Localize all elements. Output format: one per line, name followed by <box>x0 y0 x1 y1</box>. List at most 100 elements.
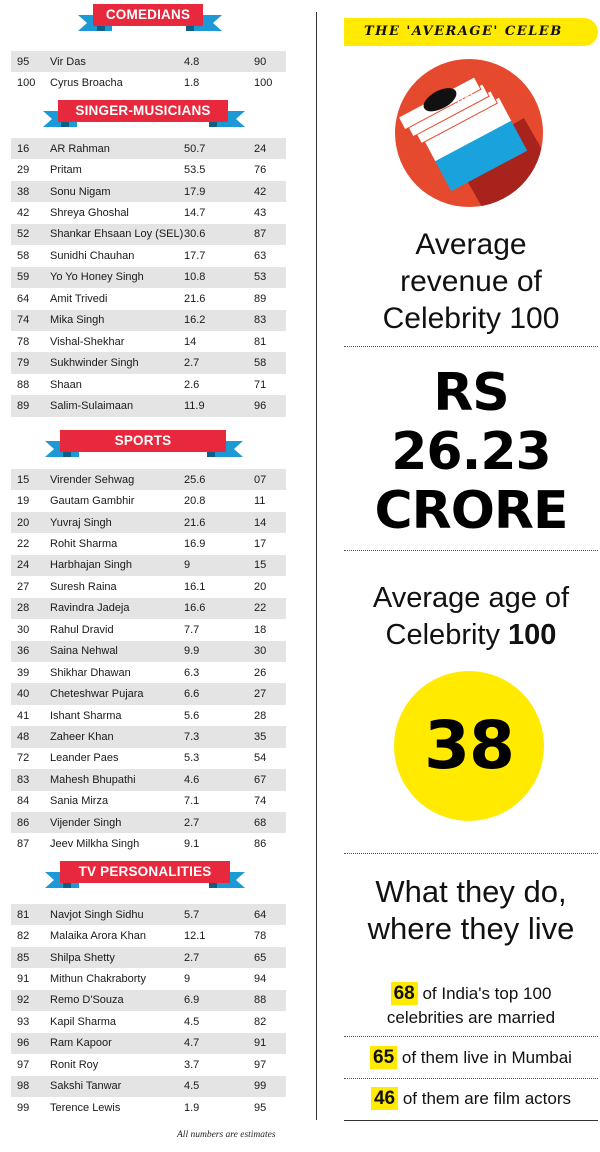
revenue-rank-cell: 54 <box>254 747 286 770</box>
name-cell: Jeev Milkha Singh <box>50 833 184 855</box>
name-cell: Mahesh Bhupathi <box>50 769 184 791</box>
age-label: Average age of Celebrity 100 <box>372 582 570 651</box>
footnote: All numbers are estimates <box>177 1130 276 1140</box>
value-cell: 2.7 <box>184 812 254 834</box>
rank-cell: 87 <box>11 833 50 855</box>
revenue-rank-cell: 53 <box>254 266 286 289</box>
rank-cell: 72 <box>11 747 50 770</box>
section-table: 15 Virender Sehwag 25.6 07 19 Gautam Gambhir 2… <box>11 469 286 855</box>
name-cell: Zaheer Khan <box>50 726 184 748</box>
table-row: 29 Pritam 53.5 76 <box>11 159 286 181</box>
revenue-rank-cell: 88 <box>254 989 286 1012</box>
value-cell: 2.7 <box>184 352 254 374</box>
table-row: 59 Yo Yo Honey Singh 10.8 53 <box>11 266 286 289</box>
rank-cell: 86 <box>11 812 50 834</box>
revenue-rank-cell: 64 <box>254 904 286 926</box>
value-cell: 4.5 <box>184 1011 254 1033</box>
table-row: 16 AR Rahman 50.7 24 <box>11 138 286 160</box>
name-cell: Vir Das <box>50 51 184 73</box>
name-cell: Cyrus Broacha <box>50 72 184 94</box>
rank-cell: 100 <box>11 72 50 94</box>
rank-cell: 59 <box>11 266 50 289</box>
value-cell: 14 <box>184 330 254 353</box>
rank-cell: 27 <box>11 576 50 598</box>
money-note-icon: 100 <box>395 59 543 207</box>
table-row: 99 Terence Lewis 1.9 95 <box>11 1096 286 1119</box>
value-cell: 53.5 <box>184 159 254 181</box>
rank-cell: 99 <box>11 1096 50 1119</box>
value-cell: 17.7 <box>184 245 254 267</box>
name-cell: Rahul Dravid <box>50 619 184 641</box>
section-tv-personalities: TV PERSONALITIES 81 Navjot Singh Sidhu 5.7… <box>11 857 286 1119</box>
revenue-rank-cell: 74 <box>254 790 286 812</box>
name-cell: Shaan <box>50 373 184 396</box>
section-banner: SPORTS <box>11 426 286 470</box>
separator <box>344 1078 598 1079</box>
table-row: 97 Ronit Roy 3.7 97 <box>11 1054 286 1076</box>
value-cell: 7.3 <box>184 726 254 748</box>
table-row: 52 Shankar Ehsaan Loy (SEL) 30.6 87 <box>11 223 286 246</box>
name-cell: Shreya Ghoshal <box>50 202 184 224</box>
rank-cell: 79 <box>11 352 50 374</box>
name-cell: Shikhar Dhawan <box>50 661 184 684</box>
value-cell: 16.6 <box>184 597 254 620</box>
table-row: 20 Yuvraj Singh 21.6 14 <box>11 511 286 534</box>
stat-film-actors: 46 of them are film actors <box>344 1087 598 1111</box>
name-cell: Suresh Raina <box>50 576 184 598</box>
value-cell: 14.7 <box>184 202 254 224</box>
table-row: 36 Saina Nehwal 9.9 30 <box>11 640 286 662</box>
value-cell: 4.6 <box>184 769 254 791</box>
value-cell: 6.6 <box>184 683 254 705</box>
name-cell: Vishal-Shekhar <box>50 330 184 353</box>
section-comedians: COMEDIANS 95 Vir Das 4.8 90 100 Cyrus Broacha… <box>11 0 286 96</box>
revenue-rank-cell: 76 <box>254 159 286 181</box>
rank-cell: 19 <box>11 490 50 512</box>
value-cell: 4.8 <box>184 51 254 73</box>
value-cell: 4.5 <box>184 1075 254 1097</box>
revenue-rank-cell: 24 <box>254 138 286 160</box>
revenue-rank-cell: 99 <box>254 1075 286 1097</box>
revenue-rank-cell: 15 <box>254 554 286 577</box>
table-row: 30 Rahul Dravid 7.7 18 <box>11 619 286 641</box>
revenue-rank-cell: 14 <box>254 511 286 534</box>
name-cell: Terence Lewis <box>50 1096 184 1119</box>
table-row: 27 Suresh Raina 16.1 20 <box>11 576 286 598</box>
table-row: 15 Virender Sehwag 25.6 07 <box>11 469 286 491</box>
table-row: 88 Shaan 2.6 71 <box>11 373 286 396</box>
rank-cell: 16 <box>11 138 50 160</box>
value-cell: 6.9 <box>184 989 254 1012</box>
separator <box>344 550 598 551</box>
table-row: 85 Shilpa Shetty 2.7 65 <box>11 946 286 969</box>
rank-cell: 52 <box>11 223 50 246</box>
name-cell: Malaika Arora Khan <box>50 925 184 947</box>
rank-cell: 92 <box>11 989 50 1012</box>
section-title: COMEDIANS <box>93 4 203 26</box>
revenue-rank-cell: 94 <box>254 968 286 990</box>
table-row: 22 Rohit Sharma 16.9 17 <box>11 533 286 555</box>
table-row: 28 Ravindra Jadeja 16.6 22 <box>11 597 286 620</box>
rank-cell: 42 <box>11 202 50 224</box>
section-table: 95 Vir Das 4.8 90 100 Cyrus Broacha 1.8 100 <box>11 51 286 94</box>
value-cell: 9.1 <box>184 833 254 855</box>
value-cell: 17.9 <box>184 180 254 203</box>
name-cell: Mika Singh <box>50 309 184 331</box>
table-row: 95 Vir Das 4.8 90 <box>11 51 286 73</box>
revenue-rank-cell: 28 <box>254 704 286 727</box>
name-cell: Ravindra Jadeja <box>50 597 184 620</box>
rank-cell: 83 <box>11 769 50 791</box>
value-cell: 16.1 <box>184 576 254 598</box>
revenue-rank-cell: 65 <box>254 946 286 969</box>
name-cell: Rohit Sharma <box>50 533 184 555</box>
name-cell: Virender Sehwag <box>50 469 184 491</box>
rank-cell: 88 <box>11 373 50 396</box>
table-row: 86 Vijender Singh 2.7 68 <box>11 812 286 834</box>
table-row: 100 Cyrus Broacha 1.8 100 <box>11 72 286 94</box>
table-row: 72 Leander Paes 5.3 54 <box>11 747 286 770</box>
section-table: 16 AR Rahman 50.7 24 29 Pritam 53.5 76 38 Sonu Ni… <box>11 138 286 417</box>
section-banner: SINGER-MUSICIANS <box>11 96 286 140</box>
name-cell: AR Rahman <box>50 138 184 160</box>
revenue-rank-cell: 100 <box>254 72 286 94</box>
value-cell: 1.8 <box>184 72 254 94</box>
table-row: 98 Sakshi Tanwar 4.5 99 <box>11 1075 286 1097</box>
table-row: 89 Salim-Sulaimaan 11.9 96 <box>11 395 286 417</box>
